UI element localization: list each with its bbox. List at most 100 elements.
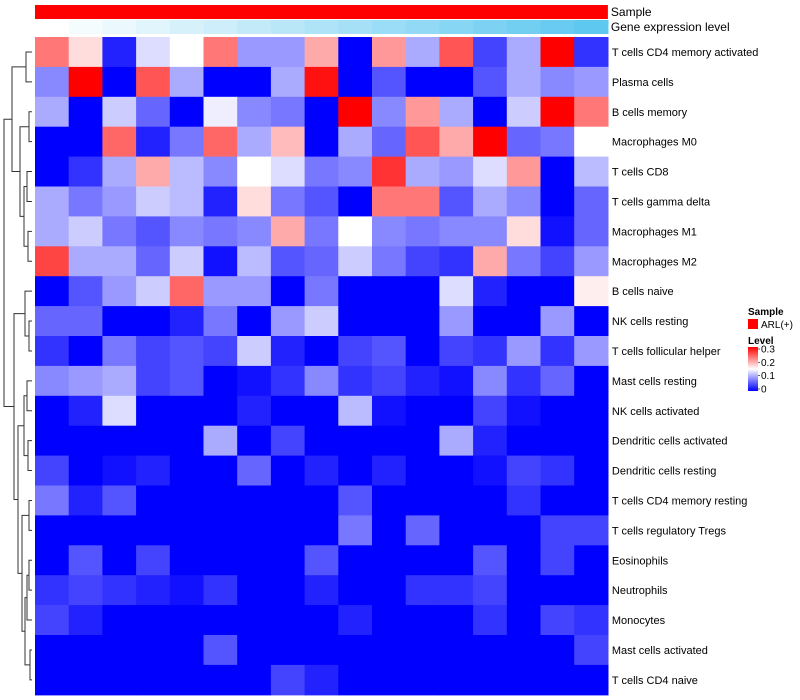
row-dendrogram bbox=[3, 51, 32, 681]
heatmap-cell bbox=[405, 545, 440, 576]
heatmap-cell bbox=[405, 635, 440, 666]
heatmap-cell bbox=[372, 126, 407, 158]
heatmap-cell bbox=[304, 37, 339, 68]
heatmap-cell bbox=[35, 664, 70, 696]
heatmap-cell bbox=[574, 336, 609, 367]
heatmap-cell bbox=[473, 515, 508, 546]
heatmap-cell bbox=[136, 336, 171, 367]
heatmap-cell bbox=[338, 515, 373, 546]
heatmap-cell bbox=[506, 306, 542, 337]
heatmap-cell bbox=[68, 216, 103, 247]
heatmap-cell bbox=[304, 425, 339, 457]
heatmap-cell bbox=[540, 635, 575, 666]
heatmap-cell bbox=[405, 425, 440, 457]
heatmap-cell bbox=[203, 306, 238, 337]
heatmap-cell bbox=[270, 156, 306, 188]
heatmap-cell bbox=[540, 365, 575, 397]
heatmap-cell bbox=[68, 306, 103, 337]
heatmap-cell bbox=[574, 455, 609, 487]
heatmap-cell bbox=[540, 96, 575, 128]
gene-annotation-cell bbox=[473, 20, 508, 34]
heatmap-cell bbox=[473, 395, 508, 427]
heatmap-cell bbox=[405, 605, 440, 636]
heatmap-cell bbox=[473, 246, 508, 277]
heatmap-cell bbox=[203, 246, 238, 277]
heatmap-cell bbox=[540, 425, 575, 457]
heatmap-cell bbox=[237, 455, 272, 487]
heatmap-cell bbox=[270, 485, 306, 516]
heatmap-cell bbox=[574, 515, 609, 546]
heatmap-cell bbox=[372, 276, 407, 307]
gene-annotation-cell bbox=[136, 20, 171, 34]
heatmap-cell bbox=[102, 635, 137, 666]
heatmap-cell bbox=[439, 276, 474, 307]
heatmap-cell bbox=[439, 156, 474, 188]
heatmap-cell bbox=[68, 96, 103, 128]
gene-annotation-cell bbox=[372, 20, 407, 34]
heatmap-cell bbox=[439, 66, 474, 98]
heatmap-cell bbox=[35, 216, 70, 247]
heatmap-cell bbox=[35, 395, 70, 427]
heatmap-cell bbox=[68, 276, 103, 307]
heatmap-cell bbox=[405, 37, 440, 68]
heatmap-cell bbox=[68, 186, 103, 217]
heatmap-cell bbox=[68, 246, 103, 277]
heatmap-cell bbox=[304, 306, 339, 337]
heatmap-cell bbox=[203, 395, 238, 427]
heatmap-cell bbox=[169, 395, 205, 427]
heatmap-cell bbox=[506, 575, 542, 606]
heatmap-cell bbox=[338, 664, 373, 696]
dendrogram-branch bbox=[28, 111, 32, 143]
heatmap-cell bbox=[473, 365, 508, 397]
heatmap-cell bbox=[237, 156, 272, 188]
heatmap-cell bbox=[405, 664, 440, 696]
heatmap-cell bbox=[372, 485, 407, 516]
heatmap-cell bbox=[574, 365, 609, 397]
heatmap-cell bbox=[405, 216, 440, 247]
heatmap-cell bbox=[540, 126, 575, 158]
heatmap-cell bbox=[506, 186, 542, 217]
heatmap-cell bbox=[506, 365, 542, 397]
gene-expression-annotation-bar bbox=[35, 20, 609, 34]
heatmap-cell bbox=[473, 156, 508, 188]
gene-annotation-label: Gene expression level bbox=[611, 20, 730, 34]
row-label: Dendritic cells activated bbox=[612, 436, 728, 448]
heatmap-cell bbox=[270, 395, 306, 427]
row-label: Dendritic cells resting bbox=[612, 466, 717, 478]
row-labels: T cells CD4 memory activated Plasma cells… bbox=[612, 47, 759, 687]
heatmap-cell bbox=[574, 126, 609, 158]
heatmap-cell bbox=[203, 605, 238, 636]
heatmap-cell bbox=[237, 246, 272, 277]
heatmap-cell bbox=[169, 425, 205, 457]
heatmap-cell bbox=[372, 425, 407, 457]
heatmap-cell bbox=[68, 66, 103, 98]
heatmap-cell bbox=[574, 96, 609, 128]
row-label: Macrophages M2 bbox=[612, 256, 697, 268]
heatmap-cell bbox=[540, 545, 575, 576]
heatmap-cell bbox=[270, 575, 306, 606]
gene-annotation-cell bbox=[102, 20, 137, 34]
heatmap-cell bbox=[574, 216, 609, 247]
heatmap-cell bbox=[338, 216, 373, 247]
gene-annotation-cell bbox=[338, 20, 373, 34]
heatmap-cell bbox=[68, 336, 103, 367]
heatmap-cell bbox=[439, 186, 474, 217]
heatmap-cell bbox=[102, 515, 137, 546]
heatmap-cell bbox=[35, 515, 70, 546]
heatmap-cell bbox=[68, 455, 103, 487]
heatmap-cell bbox=[136, 306, 171, 337]
row-label: Macrophages M0 bbox=[612, 137, 697, 149]
heatmap-cell bbox=[68, 126, 103, 158]
heatmap-cell bbox=[372, 515, 407, 546]
heatmap-cell bbox=[304, 96, 339, 128]
heatmap-cell bbox=[540, 455, 575, 487]
heatmap-cell bbox=[169, 66, 205, 98]
heatmap-cell bbox=[304, 66, 339, 98]
heatmap-cell bbox=[372, 395, 407, 427]
heatmap-cell bbox=[473, 664, 508, 696]
heatmap-cell bbox=[574, 664, 609, 696]
heatmap-cell bbox=[304, 485, 339, 516]
heatmap-cell bbox=[68, 605, 103, 636]
heatmap-cell bbox=[338, 37, 373, 68]
